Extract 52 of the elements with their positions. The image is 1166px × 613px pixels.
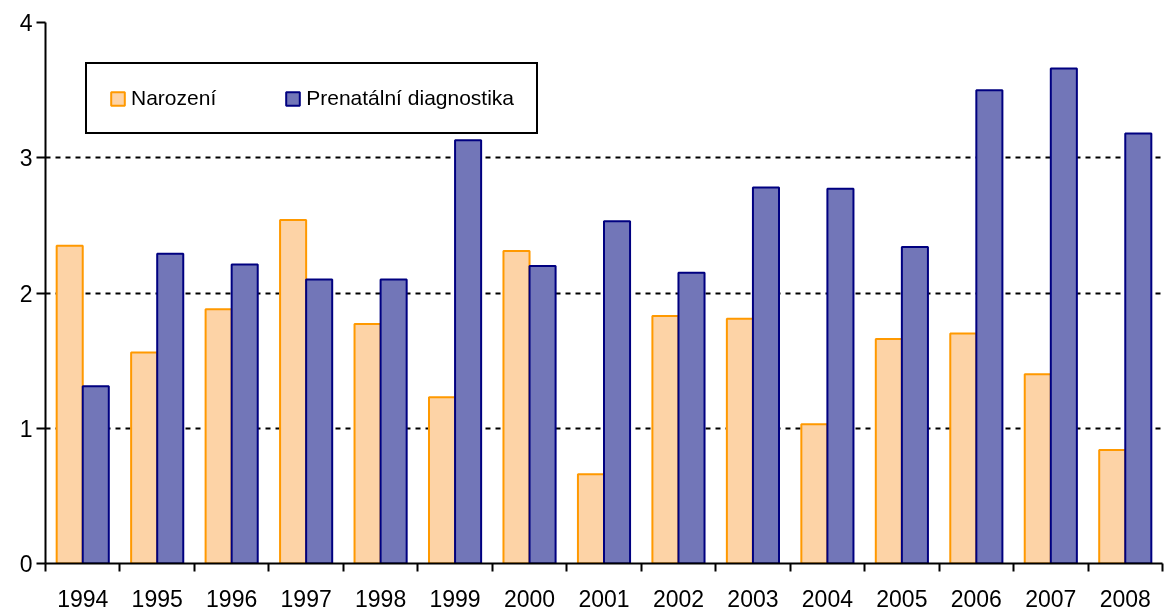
- bar: [949, 332, 978, 564]
- bar: [81, 385, 110, 564]
- x-tick-label: 1996: [206, 585, 258, 612]
- x-tick-label: 2004: [801, 585, 854, 612]
- x-tick-label: 2001: [578, 585, 630, 612]
- bar: [1049, 67, 1078, 564]
- bar: [677, 271, 706, 564]
- bar: [230, 263, 259, 564]
- bar: [379, 278, 408, 564]
- bar: [826, 187, 855, 564]
- bar: [725, 317, 754, 564]
- x-tick-label: 2006: [950, 585, 1002, 612]
- bar: [130, 351, 159, 564]
- y-tick-label: 3: [19, 145, 33, 172]
- bar: [800, 423, 829, 564]
- x-tick-label: 1995: [131, 585, 183, 612]
- bar: [428, 396, 457, 564]
- x-tick-label: 2007: [1025, 585, 1077, 612]
- bar: [975, 89, 1004, 564]
- bar: [528, 264, 557, 564]
- x-tick-label: 1997: [280, 585, 332, 612]
- legend-label: Narození: [131, 86, 217, 110]
- y-tick-label: 0: [19, 551, 33, 577]
- bar: [874, 337, 903, 564]
- bar: [576, 473, 605, 564]
- bar: [279, 218, 308, 564]
- x-tick-label: 2005: [876, 585, 928, 612]
- bar: [1023, 373, 1052, 564]
- x-tick-label: 2008: [1099, 585, 1151, 612]
- y-tick-label: 2: [19, 280, 33, 307]
- bar: [55, 244, 84, 564]
- bar: [651, 314, 680, 564]
- bar: [900, 246, 929, 564]
- legend-label: Prenatální diagnostika: [306, 86, 515, 110]
- y-tick-label: 1: [19, 415, 33, 442]
- y-tick-label: 4: [19, 10, 33, 36]
- x-tick-label: 1994: [57, 585, 109, 612]
- bar: [204, 308, 233, 564]
- bar: [502, 250, 531, 564]
- bar: [1098, 448, 1127, 564]
- bar: [305, 278, 334, 564]
- bar: [751, 186, 780, 564]
- x-tick-label: 2000: [503, 585, 556, 612]
- bar: [1124, 132, 1153, 564]
- bar: [603, 220, 632, 564]
- bar: [353, 323, 382, 564]
- x-tick-label: 2002: [652, 585, 705, 612]
- x-tick-label: 2003: [727, 585, 779, 612]
- bar: [156, 252, 185, 564]
- x-tick-label: 1998: [355, 585, 407, 612]
- x-tick-label: 1999: [429, 585, 481, 612]
- bar: [454, 139, 483, 564]
